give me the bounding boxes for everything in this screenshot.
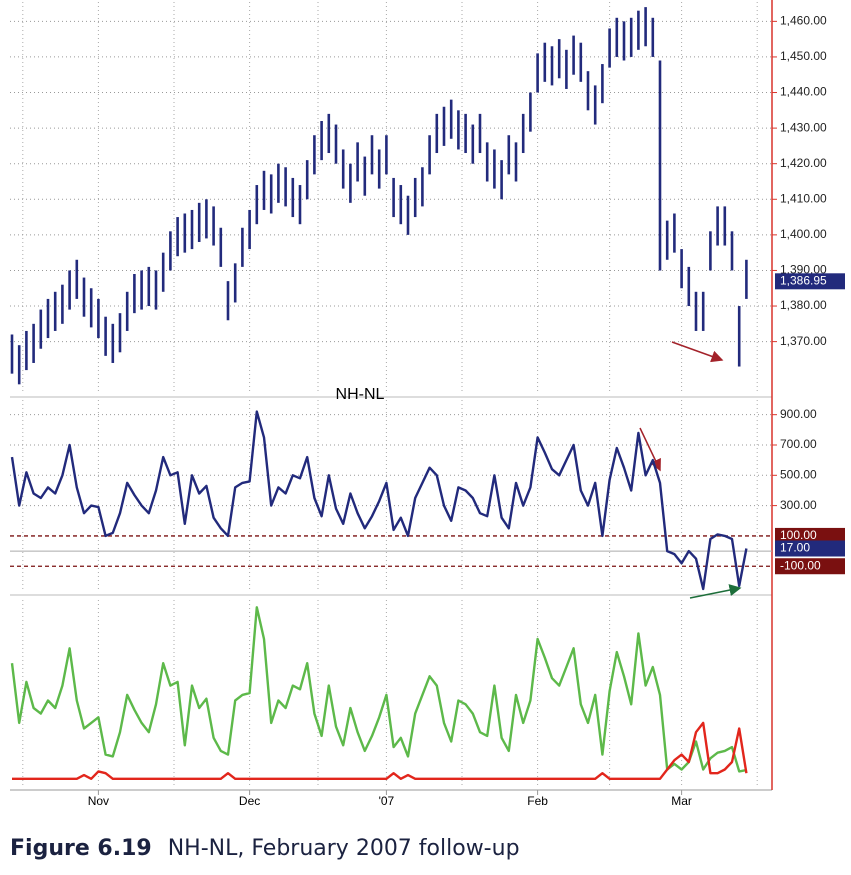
y-tick-label: 700.00 <box>780 437 817 451</box>
y-tick-label: 1,410.00 <box>780 191 827 205</box>
figure-number: Figure 6.19 <box>10 836 152 861</box>
figure-text: NH-NL, February 2007 follow-up <box>167 836 520 861</box>
current-value-label: 17.00 <box>780 541 810 555</box>
y-tick-label: 1,380.00 <box>780 298 827 312</box>
x-tick-label: Dec <box>239 794 260 808</box>
panel-title: NH-NL <box>336 386 385 403</box>
y-tick-label: 300.00 <box>780 498 817 512</box>
y-tick-label: 900.00 <box>780 407 817 421</box>
annotation-arrow <box>689 584 742 599</box>
reference-label: 100.00 <box>780 528 817 542</box>
data-line <box>10 606 747 773</box>
annotation-arrow <box>671 341 724 363</box>
x-tick-label: Feb <box>527 794 548 808</box>
y-tick-label: 500.00 <box>780 467 817 481</box>
x-tick-label: Nov <box>88 794 109 808</box>
figure-caption: Figure 6.19 NH-NL, February 2007 follow-u… <box>10 836 520 861</box>
current-value-label: 1,386.95 <box>780 273 827 287</box>
data-line <box>10 410 748 591</box>
chart: NH-NL Nov Dec '07 Feb Mar 1,370.00 1,380.00 1,3… <box>10 0 845 808</box>
reference-label-box <box>775 558 845 575</box>
y-tick-label: 1,460.00 <box>780 14 827 28</box>
data-line <box>12 721 748 780</box>
y-tick-label: 1,400.00 <box>780 227 827 241</box>
current-value-label-box <box>775 273 845 290</box>
y-tick-label: 1,430.00 <box>780 120 827 134</box>
y-tick-label: 1,440.00 <box>780 85 827 99</box>
y-tick-label: 1,390.00 <box>780 263 827 277</box>
x-tick-label: Mar <box>671 794 692 808</box>
annotation-arrow <box>639 427 661 472</box>
y-tick-label: 1,420.00 <box>780 156 827 170</box>
current-value-label-box <box>775 540 845 557</box>
reference-label-box <box>775 527 845 544</box>
y-tick-label: 1,450.00 <box>780 49 827 63</box>
y-tick-label: 1,370.00 <box>780 334 827 348</box>
reference-label: -100.00 <box>780 558 821 572</box>
x-tick-label: '07 <box>379 794 395 808</box>
